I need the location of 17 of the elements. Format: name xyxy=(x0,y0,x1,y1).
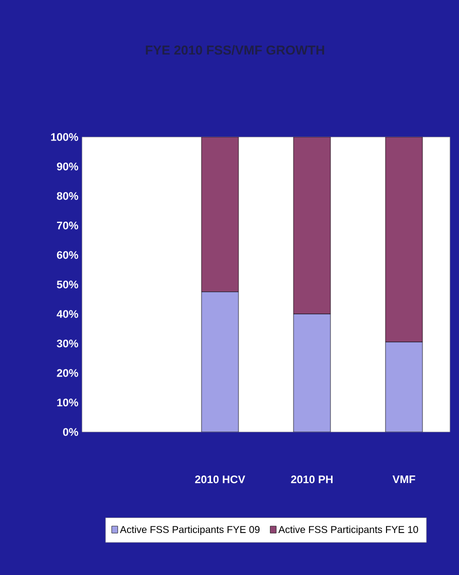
y-tick-label: 50% xyxy=(56,280,78,288)
y-tick-label: 10% xyxy=(57,398,78,406)
chart-title: FYE 2010 FSS/VMF GROWTH xyxy=(146,45,324,55)
y-tick-label: 80% xyxy=(56,192,78,200)
y-tick-label: 40% xyxy=(56,310,78,318)
y-tick-label: 100% xyxy=(51,133,78,141)
y-tick-label: 90% xyxy=(56,162,78,170)
x-tick-label: VMF xyxy=(392,476,416,484)
legend-label: Active FSS Participants FYE 09 xyxy=(120,526,260,536)
x-tick-label: 2010 HCV xyxy=(195,476,246,484)
x-tick-label: 2010 PH xyxy=(291,476,333,484)
y-tick-label: 30% xyxy=(56,340,78,348)
y-tick-label: 70% xyxy=(57,222,78,230)
y-tick-label: 60% xyxy=(56,251,78,259)
y-tick-label: 0% xyxy=(63,428,78,436)
legend-label: Active FSS Participants FYE 10 xyxy=(278,526,418,536)
y-tick-label: 20% xyxy=(56,369,78,377)
